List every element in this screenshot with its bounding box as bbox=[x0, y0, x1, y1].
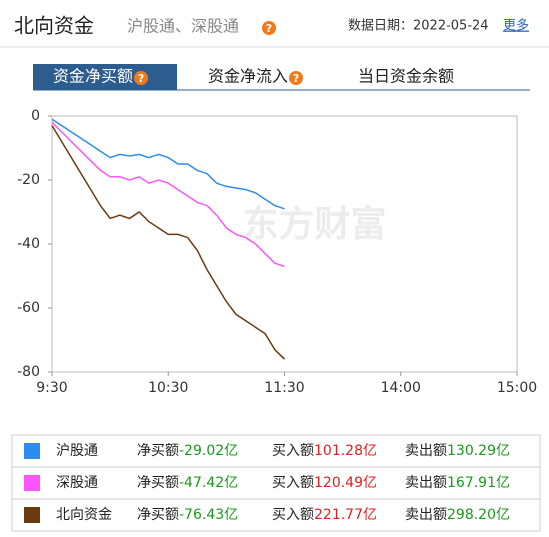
buy-label: 买入额 bbox=[272, 507, 314, 523]
tab[interactable]: 当日资金余额 bbox=[358, 67, 454, 86]
sell-value: 130.29亿 bbox=[447, 443, 510, 459]
y-tick-label: -80 bbox=[17, 364, 40, 380]
cell: 净买额-29.02亿 bbox=[137, 443, 238, 459]
cell: 买入额120.49亿 bbox=[272, 475, 377, 491]
legend-swatch bbox=[24, 475, 40, 491]
subtitle: 沪股通、深股通 bbox=[127, 17, 239, 36]
legend-swatch bbox=[24, 507, 40, 523]
legend-name: 深股通 bbox=[56, 475, 98, 491]
buy-value: 101.28亿 bbox=[314, 443, 377, 459]
net-value: -29.02亿 bbox=[179, 443, 238, 459]
cell: 卖出额167.91亿 bbox=[405, 475, 510, 491]
help-icon[interactable]: ? bbox=[266, 22, 272, 35]
series-line bbox=[51, 118, 285, 210]
buy-label: 买入额 bbox=[272, 475, 314, 491]
net-label: 净买额 bbox=[137, 475, 179, 491]
y-tick-label: 0 bbox=[31, 108, 40, 124]
x-tick-label: 9:30 bbox=[36, 380, 67, 396]
legend-swatch bbox=[24, 443, 40, 459]
sell-label: 卖出额 bbox=[405, 443, 447, 459]
buy-label: 买入额 bbox=[272, 443, 314, 459]
x-tick-label: 15:00 bbox=[497, 380, 537, 396]
title: 北向资金 bbox=[14, 14, 94, 38]
help-icon-bg bbox=[289, 71, 304, 85]
net-label: 净买额 bbox=[137, 443, 179, 459]
cell: 买入额221.77亿 bbox=[272, 507, 377, 523]
sell-label: 卖出额 bbox=[405, 507, 447, 523]
tab[interactable]: 资金净买额 bbox=[53, 67, 133, 86]
net-label: 净买额 bbox=[137, 507, 179, 523]
help-icon-bg bbox=[134, 71, 149, 85]
cell: 卖出额298.20亿 bbox=[405, 507, 510, 523]
table-border bbox=[11, 434, 541, 532]
cell: 卖出额130.29亿 bbox=[405, 443, 510, 459]
sell-value: 298.20亿 bbox=[447, 507, 510, 523]
net-value: -47.42亿 bbox=[179, 475, 238, 491]
watermark: 东方财富 bbox=[242, 203, 386, 245]
date-label: 数据日期：2022-05-24 bbox=[348, 19, 489, 34]
sell-value: 167.91亿 bbox=[447, 475, 510, 491]
cell: 买入额101.28亿 bbox=[272, 443, 377, 459]
x-tick-label: 10:30 bbox=[148, 380, 188, 396]
y-tick-label: -20 bbox=[17, 172, 40, 188]
y-tick-label: -60 bbox=[17, 300, 40, 316]
sell-label: 卖出额 bbox=[405, 475, 447, 491]
cell: 净买额-47.42亿 bbox=[137, 475, 238, 491]
x-tick-label: 14:00 bbox=[381, 380, 421, 396]
more-link[interactable]: 更多 bbox=[503, 18, 529, 34]
tab-active-bg bbox=[33, 64, 177, 90]
y-tick-label: -40 bbox=[17, 236, 40, 252]
net-value: -76.43亿 bbox=[179, 507, 238, 523]
legend-name: 沪股通 bbox=[56, 443, 98, 459]
buy-value: 221.77亿 bbox=[314, 507, 377, 523]
series-line bbox=[51, 125, 286, 360]
series-line bbox=[51, 121, 285, 268]
cell: 净买额-76.43亿 bbox=[137, 507, 238, 523]
x-tick-label: 11:30 bbox=[264, 380, 304, 396]
help-icon-bg bbox=[262, 21, 276, 35]
tab[interactable]: 资金净流入 bbox=[208, 67, 288, 86]
help-icon[interactable]: ? bbox=[138, 72, 144, 85]
legend-name: 北向资金 bbox=[56, 507, 112, 523]
help-icon[interactable]: ? bbox=[293, 72, 299, 85]
buy-value: 120.49亿 bbox=[314, 475, 377, 491]
